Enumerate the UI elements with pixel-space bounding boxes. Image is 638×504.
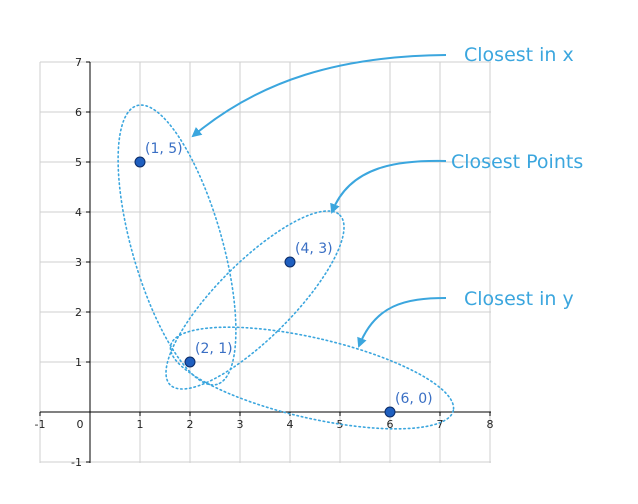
axes <box>39 61 491 463</box>
y-tick-label: 3 <box>75 256 82 269</box>
grouping-ellipses <box>117 104 455 430</box>
tick-labels: -1 0 1 2 3 4 5 6 7 8 -1 1 2 3 4 5 6 7 <box>35 56 494 469</box>
data-points: (1, 5) (4, 3) (2, 1) (6, 0) <box>134 141 433 418</box>
y-tick-label: 6 <box>75 106 82 119</box>
callout-arrow-1 <box>191 54 447 138</box>
callout-arrow-3 <box>357 297 447 348</box>
y-tick-label: 4 <box>75 206 82 219</box>
grouping-ellipse-2 <box>165 210 345 390</box>
callout-label-1: Closest in x <box>464 44 574 66</box>
x-tick-label: 7 <box>437 418 444 431</box>
x-tick-label: 3 <box>237 418 244 431</box>
callout-arrow-2 <box>330 159 447 214</box>
x-tick-label: 4 <box>287 418 294 431</box>
x-tick-label: -1 <box>35 418 46 431</box>
data-point <box>184 356 196 368</box>
point-label: (1, 5) <box>145 141 183 157</box>
callout-label-2: Closest Points <box>451 151 583 173</box>
y-tick-label: 5 <box>75 156 82 169</box>
point-label: (6, 0) <box>395 391 433 407</box>
x-tick-label: 5 <box>337 418 344 431</box>
y-tick-label: 2 <box>75 306 82 319</box>
grouping-ellipse-3 <box>169 326 455 430</box>
x-tick-label: 0 <box>77 418 84 431</box>
point-label: (2, 1) <box>195 341 233 357</box>
y-tick-label: 1 <box>75 356 82 369</box>
callouts: Closest in x Closest Points Closest in y <box>191 44 583 348</box>
grouping-ellipse-1 <box>117 104 237 386</box>
y-tick-label: -1 <box>71 456 82 469</box>
x-tick-label: 2 <box>187 418 194 431</box>
x-tick-label: 8 <box>487 418 494 431</box>
x-tick-label: 6 <box>387 418 394 431</box>
x-tick-label: 1 <box>137 418 144 431</box>
data-point <box>384 406 396 418</box>
point-label: (4, 3) <box>295 241 333 257</box>
y-tick-label: 7 <box>75 56 82 69</box>
callout-label-3: Closest in y <box>464 288 574 310</box>
data-point <box>284 256 296 268</box>
data-point <box>134 156 146 168</box>
